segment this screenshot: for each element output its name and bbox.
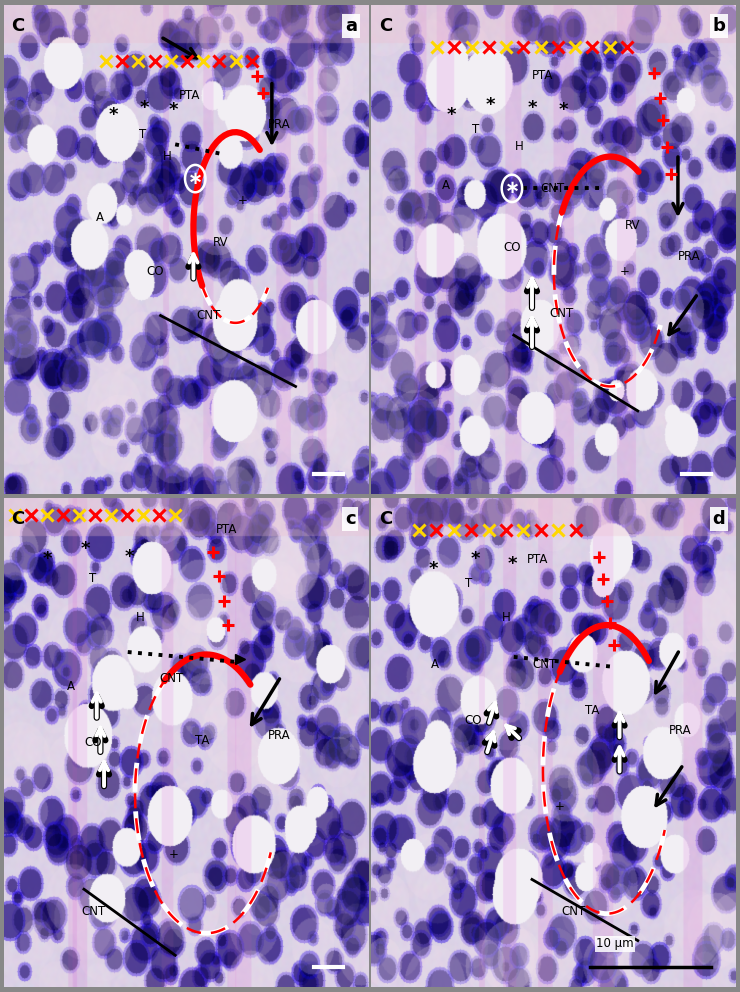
Text: PRA: PRA [268,118,291,131]
Text: +: + [620,265,630,278]
Text: *: * [139,98,149,117]
Text: CNT: CNT [549,307,574,319]
Text: CO: CO [147,265,164,278]
Text: *: * [125,548,135,565]
Text: CNT: CNT [562,905,586,918]
Text: A: A [96,211,104,224]
Text: A: A [443,180,450,192]
Text: *: * [428,559,438,578]
Text: *: * [527,98,536,117]
Text: A: A [431,658,440,671]
Text: T: T [465,577,472,590]
Text: CO: CO [503,240,521,254]
Text: *: * [43,551,53,568]
Text: CNT: CNT [533,658,557,671]
Text: CNT: CNT [81,905,105,918]
Text: T: T [90,572,97,585]
Text: +: + [238,194,248,207]
Text: *: * [558,101,568,119]
Text: H: H [136,611,145,624]
Text: a: a [345,17,357,35]
Text: b: b [713,17,725,35]
Text: H: H [502,611,511,624]
Text: H: H [515,140,524,154]
Text: C: C [379,17,392,35]
Text: PTA: PTA [215,523,237,537]
Text: *: * [471,551,480,568]
Text: T: T [138,128,146,141]
Text: 10 μm: 10 μm [596,937,633,950]
Text: CNT: CNT [159,673,184,685]
Text: *: * [485,96,495,114]
Text: *: * [81,541,90,558]
Text: d: d [713,510,725,528]
Text: PTA: PTA [179,89,201,102]
Text: PTA: PTA [527,553,548,565]
Text: PRA: PRA [268,729,291,742]
Text: c: c [345,510,355,528]
Text: TA: TA [585,704,599,717]
Text: PRA: PRA [678,250,700,263]
Text: PRA: PRA [668,724,691,737]
Text: C: C [379,510,392,528]
Text: *: * [507,555,517,573]
Text: T: T [472,123,479,136]
Text: H: H [163,150,172,163]
Text: CO: CO [84,736,102,749]
Text: *: * [169,101,178,119]
Text: RV: RV [213,236,229,249]
Text: *: * [108,106,118,124]
Text: C: C [11,510,24,528]
Text: PTA: PTA [532,69,554,82]
Text: +: + [169,848,178,861]
Text: C: C [11,17,24,35]
Text: CO: CO [465,714,482,727]
Text: ∗: ∗ [188,170,203,187]
Text: CNT: CNT [196,310,220,322]
Text: A: A [67,680,75,692]
Text: CNT: CNT [540,182,564,194]
Text: RV: RV [625,218,640,231]
Text: TA: TA [195,733,209,747]
Text: *: * [447,106,457,124]
Text: +: + [554,800,565,812]
Text: ∗: ∗ [505,180,519,197]
